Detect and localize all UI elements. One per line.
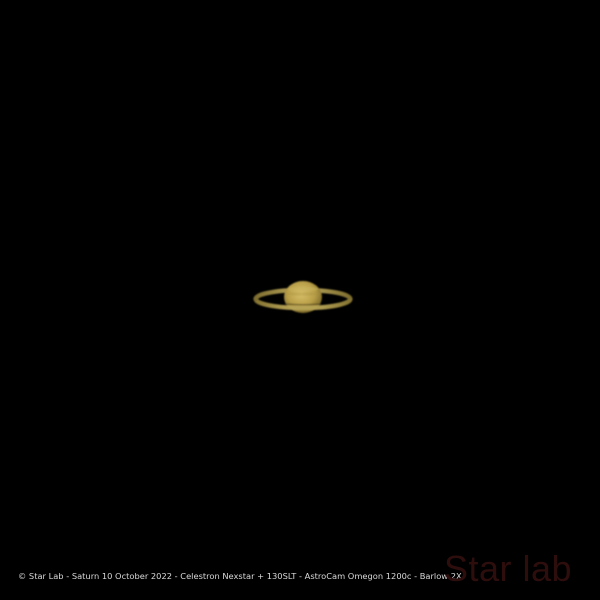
photo-caption: © Star Lab - Saturn 10 October 2022 - Ce… (18, 571, 462, 581)
saturn-icon (253, 281, 353, 313)
watermark-logo: Star lab (444, 548, 573, 589)
